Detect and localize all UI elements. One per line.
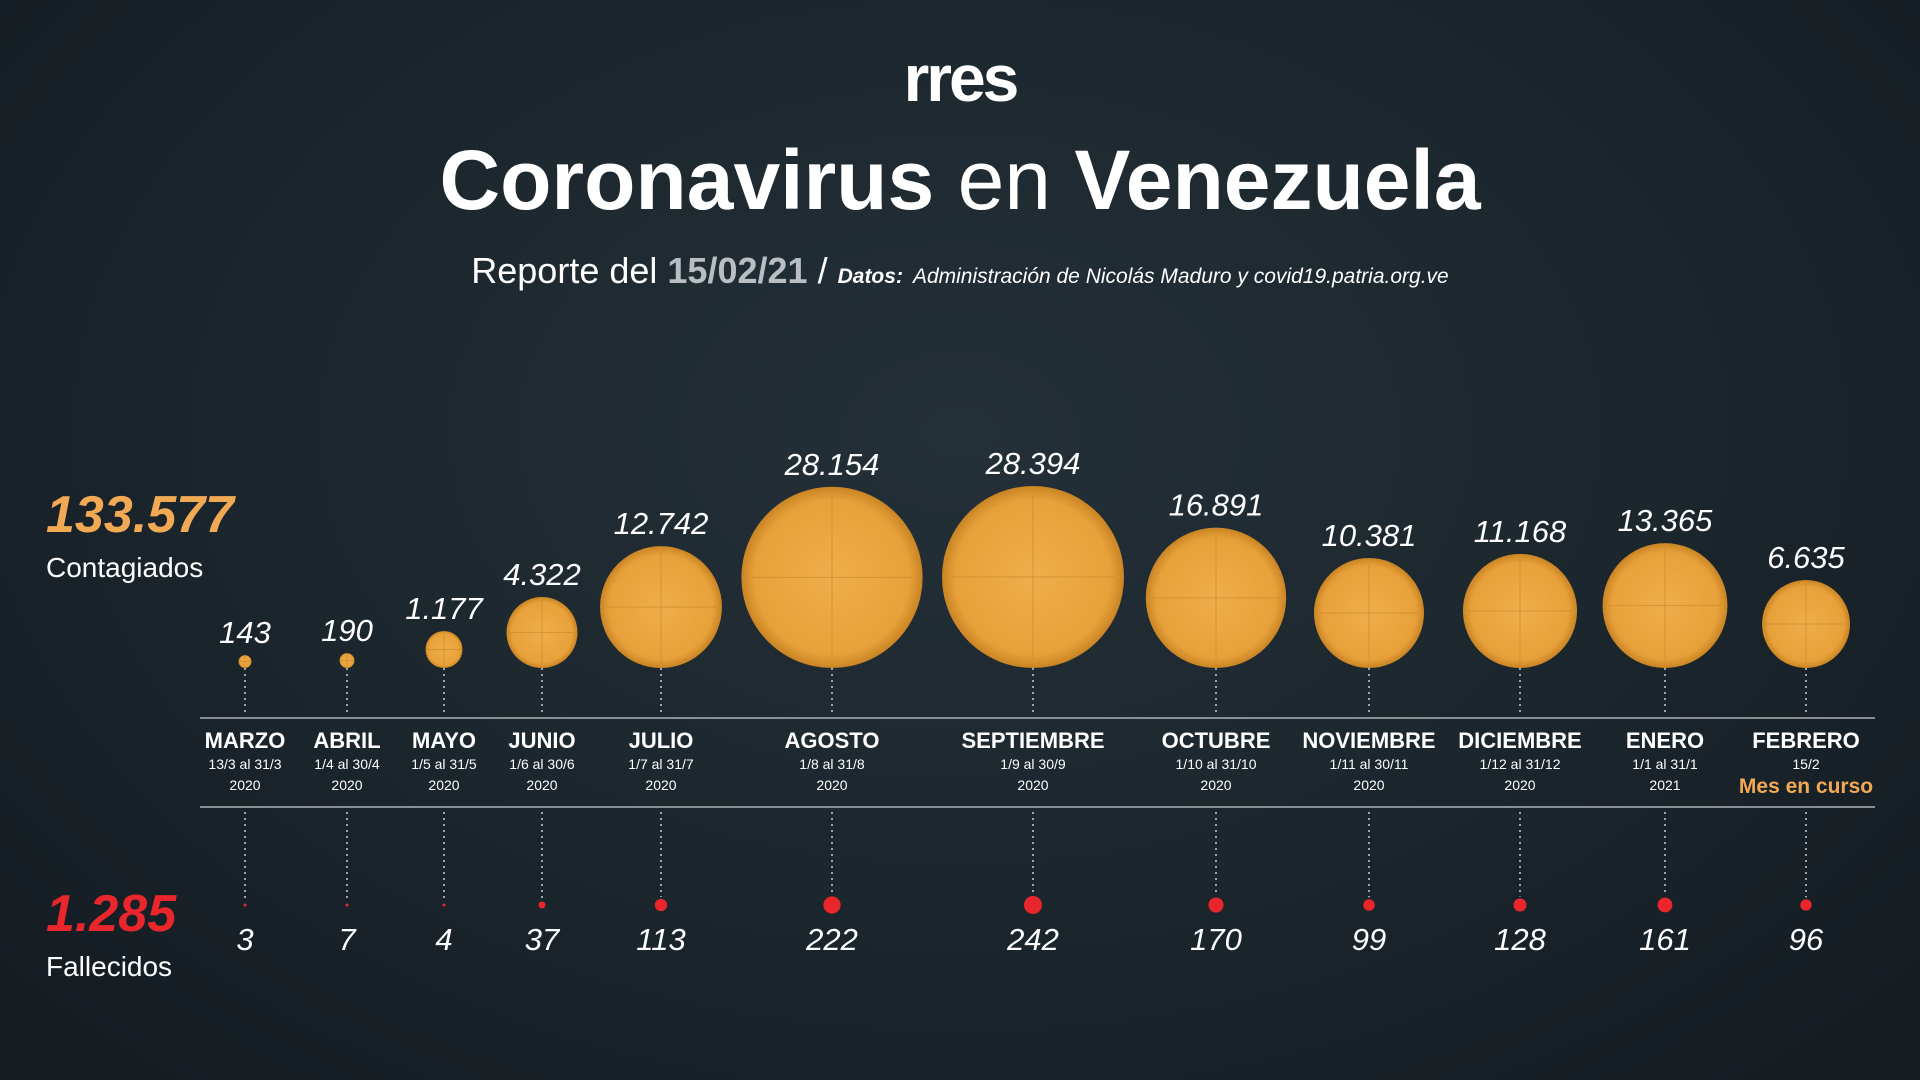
cases-value-label: 6.635 xyxy=(1767,540,1845,575)
cases-value-label: 190 xyxy=(321,613,373,648)
year-label: 2020 xyxy=(331,777,362,793)
deaths-value-label: 128 xyxy=(1494,922,1546,957)
period-label: 1/1 al 31/1 xyxy=(1632,756,1698,772)
year-label: 2020 xyxy=(1504,777,1535,793)
brand-logo: rres xyxy=(903,41,1020,115)
year-label: 2020 xyxy=(526,777,557,793)
cases-value-label: 10.381 xyxy=(1322,518,1417,553)
deaths-dot xyxy=(654,898,668,912)
deaths-value-label: 170 xyxy=(1190,922,1242,957)
deaths-value-label: 222 xyxy=(805,922,858,957)
year-label: 2020 xyxy=(428,777,459,793)
deaths-value-label: 113 xyxy=(636,922,685,957)
total-deaths-label: Fallecidos xyxy=(46,951,173,982)
deaths-dot xyxy=(1024,896,1042,914)
cases-value-label: 28.154 xyxy=(784,447,880,482)
deaths-dot xyxy=(345,903,349,907)
year-label: 2020 xyxy=(645,777,676,793)
deaths-dot xyxy=(243,903,247,907)
month-label: NOVIEMBRE xyxy=(1302,728,1435,753)
deaths-value-label: 96 xyxy=(1789,922,1824,957)
month-label: DICIEMBRE xyxy=(1458,728,1581,753)
total-deaths-value: 1.285 xyxy=(46,885,177,943)
period-label: 15/2 xyxy=(1792,756,1819,772)
deaths-value-label: 99 xyxy=(1352,922,1386,957)
year-label: 2020 xyxy=(1353,777,1384,793)
cases-value-label: 12.742 xyxy=(614,506,709,541)
subtitle-separator: / xyxy=(817,250,828,291)
deaths-value-label: 37 xyxy=(525,922,561,957)
month-label: MAYO xyxy=(412,728,476,753)
deaths-value-label: 242 xyxy=(1006,922,1059,957)
cases-value-label: 16.891 xyxy=(1169,488,1264,523)
report-subtitle: Reporte del 15/02/21 / Datos: Administra… xyxy=(0,250,1920,292)
period-label: 1/12 al 31/12 xyxy=(1480,756,1561,772)
month-label: SEPTIEMBRE xyxy=(961,728,1104,753)
total-cases-label: Contagiados xyxy=(46,552,204,583)
source-label: Datos: xyxy=(837,265,903,288)
title-part-2: en xyxy=(957,133,1051,227)
total-cases-value: 133.577 xyxy=(46,486,234,544)
source-text: Administración de Nicolás Maduro y covid… xyxy=(912,265,1449,288)
year-label: 2020 xyxy=(816,777,847,793)
deaths-dot xyxy=(1363,899,1375,911)
report-prefix: Reporte del xyxy=(471,250,658,291)
month-label: AGOSTO xyxy=(785,728,880,753)
deaths-dot xyxy=(823,896,841,914)
cases-value-label: 28.394 xyxy=(985,446,1081,481)
period-label: 1/7 al 31/7 xyxy=(628,756,694,772)
deaths-dot xyxy=(1513,898,1527,912)
title-part-3: Venezuela xyxy=(1074,133,1481,227)
period-label: 1/9 al 30/9 xyxy=(1000,756,1066,772)
title-part-1: Coronavirus xyxy=(439,133,935,227)
deaths-dot xyxy=(442,903,446,907)
month-label: FEBRERO xyxy=(1752,728,1860,753)
year-label: 2020 xyxy=(229,777,260,793)
cases-value-label: 1.177 xyxy=(405,591,484,626)
period-label: 1/5 al 31/5 xyxy=(411,756,477,772)
deaths-dot xyxy=(1800,899,1812,911)
deaths-value-label: 161 xyxy=(1639,922,1691,957)
period-label: 1/8 al 31/8 xyxy=(799,756,865,772)
month-label: OCTUBRE xyxy=(1162,728,1271,753)
year-label: 2021 xyxy=(1649,777,1680,793)
deaths-dot xyxy=(1657,897,1673,913)
month-label: JUNIO xyxy=(508,728,575,753)
deaths-value-label: 4 xyxy=(435,922,452,957)
month-label: JULIO xyxy=(629,728,694,753)
period-label: 1/4 al 30/4 xyxy=(314,756,380,772)
cases-value-label: 4.322 xyxy=(503,557,581,592)
cases-value-label: 11.168 xyxy=(1474,514,1567,549)
month-label: ENERO xyxy=(1626,728,1704,753)
period-label: 1/6 al 30/6 xyxy=(509,756,575,772)
page-title: Coronavirus en Venezuela xyxy=(0,132,1920,229)
cases-value-label: 143 xyxy=(219,615,271,650)
period-label: 1/10 al 31/10 xyxy=(1176,756,1257,772)
deaths-value-label: 7 xyxy=(338,922,357,957)
year-label: 2020 xyxy=(1017,777,1048,793)
year-label: 2020 xyxy=(1200,777,1231,793)
period-label: 1/11 al 30/11 xyxy=(1330,756,1409,772)
cases-value-label: 13.365 xyxy=(1618,503,1714,538)
deaths-dot xyxy=(1208,897,1224,913)
note-label: Mes en curso xyxy=(1739,775,1873,798)
report-date: 15/02/21 xyxy=(667,250,808,291)
deaths-value-label: 3 xyxy=(236,922,253,957)
period-label: 13/3 al 31/3 xyxy=(208,756,281,772)
month-label: MARZO xyxy=(205,728,286,753)
month-label: ABRIL xyxy=(313,728,380,753)
deaths-dot xyxy=(538,901,546,909)
